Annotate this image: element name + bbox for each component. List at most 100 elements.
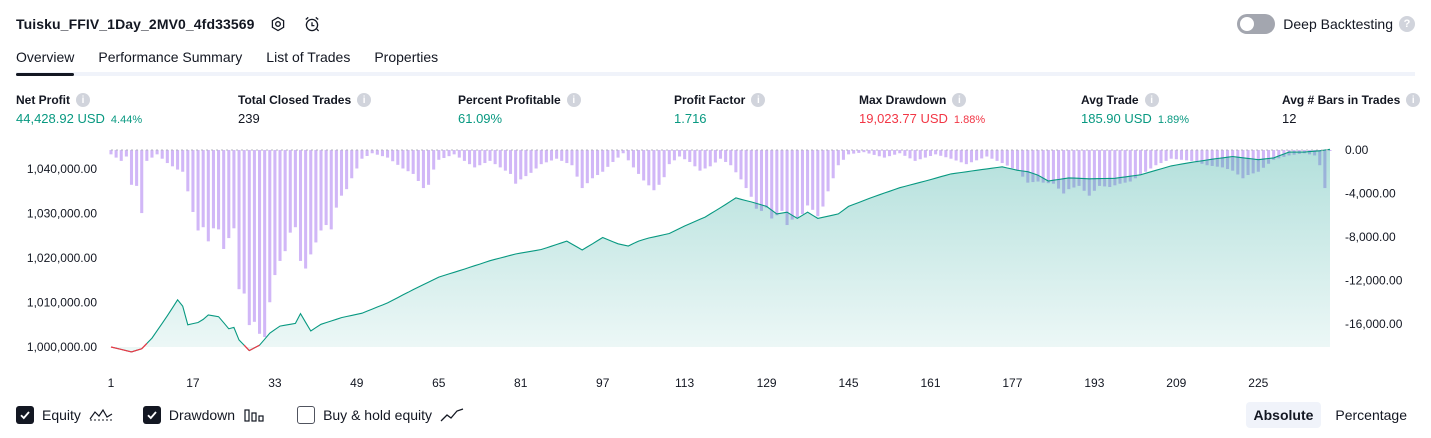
drawdown-bar [237,150,241,290]
drawdown-bar [657,150,661,185]
drawdown-bar [1154,150,1158,166]
x-axis-tick: 97 [596,376,610,390]
settings-icon[interactable] [267,13,289,35]
drawdown-bar [129,150,134,185]
drawdown-bar [908,150,912,159]
drawdown-bar [652,150,656,191]
drawdown-bar [806,150,810,206]
drawdown-bar [954,150,958,161]
absolute-button[interactable]: Absolute [1245,402,1322,428]
help-icon[interactable]: ? [1399,16,1415,32]
equity-line-negative [141,342,148,350]
drawdown-bar [544,150,548,163]
x-axis-tick: 65 [432,376,446,390]
deep-backtesting-label: Deep Backtesting [1283,16,1393,32]
drawdown-bar [1149,150,1153,169]
drawdown-bar [1190,150,1194,161]
drawdown-bar [887,150,892,157]
equity-line-negative [254,344,260,349]
equity-line-negative [126,350,132,353]
drawdown-bar [867,150,871,154]
stat-total-closed-trades: Total Closed Trades i 239 [238,93,372,126]
drawdown-bar [1210,150,1214,166]
stat-label: Total Closed Trades [238,93,352,107]
drawdown-bar [457,150,461,158]
info-icon[interactable]: i [952,93,967,107]
drawdown-bar [109,150,113,155]
drawdown-bar [1179,150,1183,160]
drawdown-bar [847,150,851,155]
drawdown-bar [754,150,758,209]
tab-overview[interactable]: Overview [16,44,75,76]
drawdown-bar [882,150,886,158]
equity-chart[interactable]: 1,040,000.00 1,030,000.00 1,020,000.00 1,01… [0,140,1431,400]
drawdown-bar [1144,150,1148,172]
drawdown-bar [642,150,646,181]
stat-value: 12 [1282,111,1297,126]
info-icon[interactable]: i [1406,93,1421,107]
drawdown-bar [278,150,282,261]
drawdown-bar [514,150,518,184]
tab-performance-summary[interactable]: Performance Summary [98,49,243,65]
drawdown-bar [923,150,927,158]
drawdown-bar [473,150,477,168]
x-axis-tick: 1 [108,376,115,390]
x-axis-tick: 145 [838,376,858,390]
drawdown-toggle[interactable]: Drawdown [142,406,267,424]
percentage-button[interactable]: Percentage [1335,407,1407,423]
drawdown-bar [1021,150,1025,177]
drawdown-bar [386,150,390,158]
info-icon[interactable]: i [357,93,372,107]
drawdown-bar [1108,150,1112,187]
info-icon[interactable]: i [566,93,581,107]
equity-line-negative [110,346,117,349]
drawdown-bar [621,150,625,154]
drawdown-bar [258,150,262,334]
stat-percent-profitable: Percent Profitable i 61.09% [458,93,581,126]
drawdown-bar [252,150,256,322]
buyhold-toggle[interactable]: Buy & hold equity [297,406,464,424]
alarm-add-icon[interactable] [301,13,323,35]
drawdown-bar [1082,150,1086,191]
equity-toggle[interactable]: Equity [16,406,113,424]
deep-backtesting-toggle[interactable] [1237,14,1276,34]
drawdown-bar [150,150,154,158]
drawdown-bar [816,150,820,217]
drawdown-bar [468,150,472,165]
info-icon[interactable]: i [751,93,766,107]
drawdown-bar [1051,150,1055,184]
drawdown-bar [611,150,615,162]
stat-label: Percent Profitable [458,93,561,107]
drawdown-bar [314,150,318,243]
drawdown-bar [263,150,267,338]
drawdown-bar [324,150,328,226]
drawdown-bar [672,150,676,161]
strategy-name: Tuisku_FFIV_1Day_2MV0_4fd33569 [16,16,255,32]
drawdown-bar [196,150,200,231]
drawdown-bar [1087,150,1091,196]
drawdown-bar [1123,150,1127,183]
info-icon[interactable]: i [76,93,90,107]
drawdown-bar [1174,150,1178,160]
drawdown-bar [401,150,405,169]
drawdown-bar [826,150,830,192]
drawdown-bar [283,150,287,252]
drawdown-bar [293,150,297,228]
drawdown-bar [1067,150,1071,190]
drawdown-bar [1031,150,1035,183]
drawdown-bar [1169,150,1173,159]
drawdown-bar [626,150,630,161]
drawdown-bar [913,150,917,161]
drawdown-bar [247,150,251,326]
drawdown-bar [1267,150,1271,164]
left-axis-tick: 1,040,000.00 [27,162,97,176]
drawdown-bar [549,150,554,161]
tab-properties[interactable]: Properties [374,49,439,65]
equity-checkbox[interactable] [16,406,34,424]
info-icon[interactable]: i [1144,93,1159,107]
buyhold-checkbox[interactable] [297,406,316,424]
drawdown-bar [355,150,359,169]
drawdown-checkbox[interactable] [142,406,161,424]
tab-list-of-trades[interactable]: List of Trades [266,49,351,65]
drawdown-bar [170,150,174,167]
